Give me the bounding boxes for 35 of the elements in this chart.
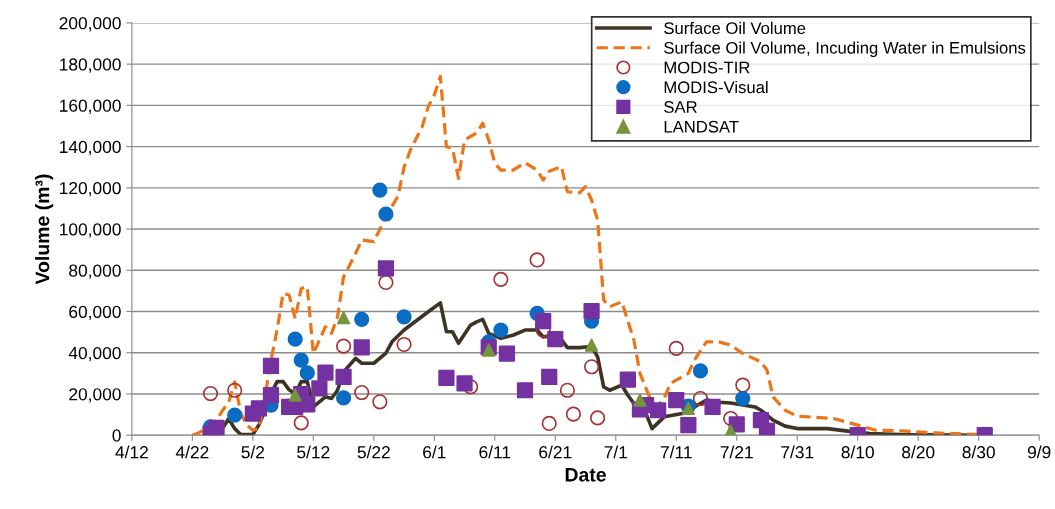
y-axis-title: Volume (m³) [35, 174, 54, 285]
x-tick-label: 4/12 [115, 445, 148, 459]
y-tick-label: 180,000 [60, 58, 121, 73]
legend-label: MODIS-Visual [664, 80, 768, 94]
y-tick-label: 120,000 [60, 181, 121, 197]
x-tick-label: 8/20 [902, 445, 935, 459]
y-tick-label: 80,000 [69, 264, 121, 279]
x-tick-label: 8/30 [962, 445, 995, 459]
y-tick-label: 140,000 [60, 140, 121, 156]
x-tick-label: 5/12 [297, 445, 330, 459]
x-tick-label: 7/31 [781, 445, 814, 459]
x-tick-label: 6/21 [539, 445, 572, 459]
legend-label: SAR [664, 101, 697, 113]
y-tick-label: 40,000 [68, 346, 121, 362]
x-tick-label: 7/1 [604, 445, 627, 459]
legend-label: Surface Oil Volume [664, 21, 806, 35]
x-tick-label: 6/11 [479, 445, 511, 459]
legend-label: Surface Oil Volume, Incuding Water in Emulsions [664, 41, 1026, 58]
x-tick-label: 4/22 [175, 445, 209, 459]
y-tick-label: 100,000 [60, 223, 121, 238]
legend-label: LANDSAT [664, 120, 739, 133]
x-tick-label: 6/1 [423, 445, 446, 459]
x-tick-label: 7/11 [660, 445, 692, 459]
x-tick-label: 5/22 [357, 445, 390, 459]
y-tick-label: 200,000 [59, 17, 121, 32]
x-axis-title: Date [565, 468, 606, 482]
y-tick-label: 60,000 [69, 305, 121, 321]
x-tick-label: 5/2 [241, 445, 265, 459]
y-tick-label: 0 [112, 429, 121, 442]
y-tick-label: 20,000 [69, 388, 121, 403]
x-tick-label: 7/21 [720, 445, 753, 459]
legend-label: MODIS-TIR [664, 61, 750, 74]
y-tick-label: 160,000 [60, 99, 121, 114]
x-tick-label: 9/9 [1027, 445, 1051, 459]
x-tick-label: 8/10 [841, 445, 874, 459]
